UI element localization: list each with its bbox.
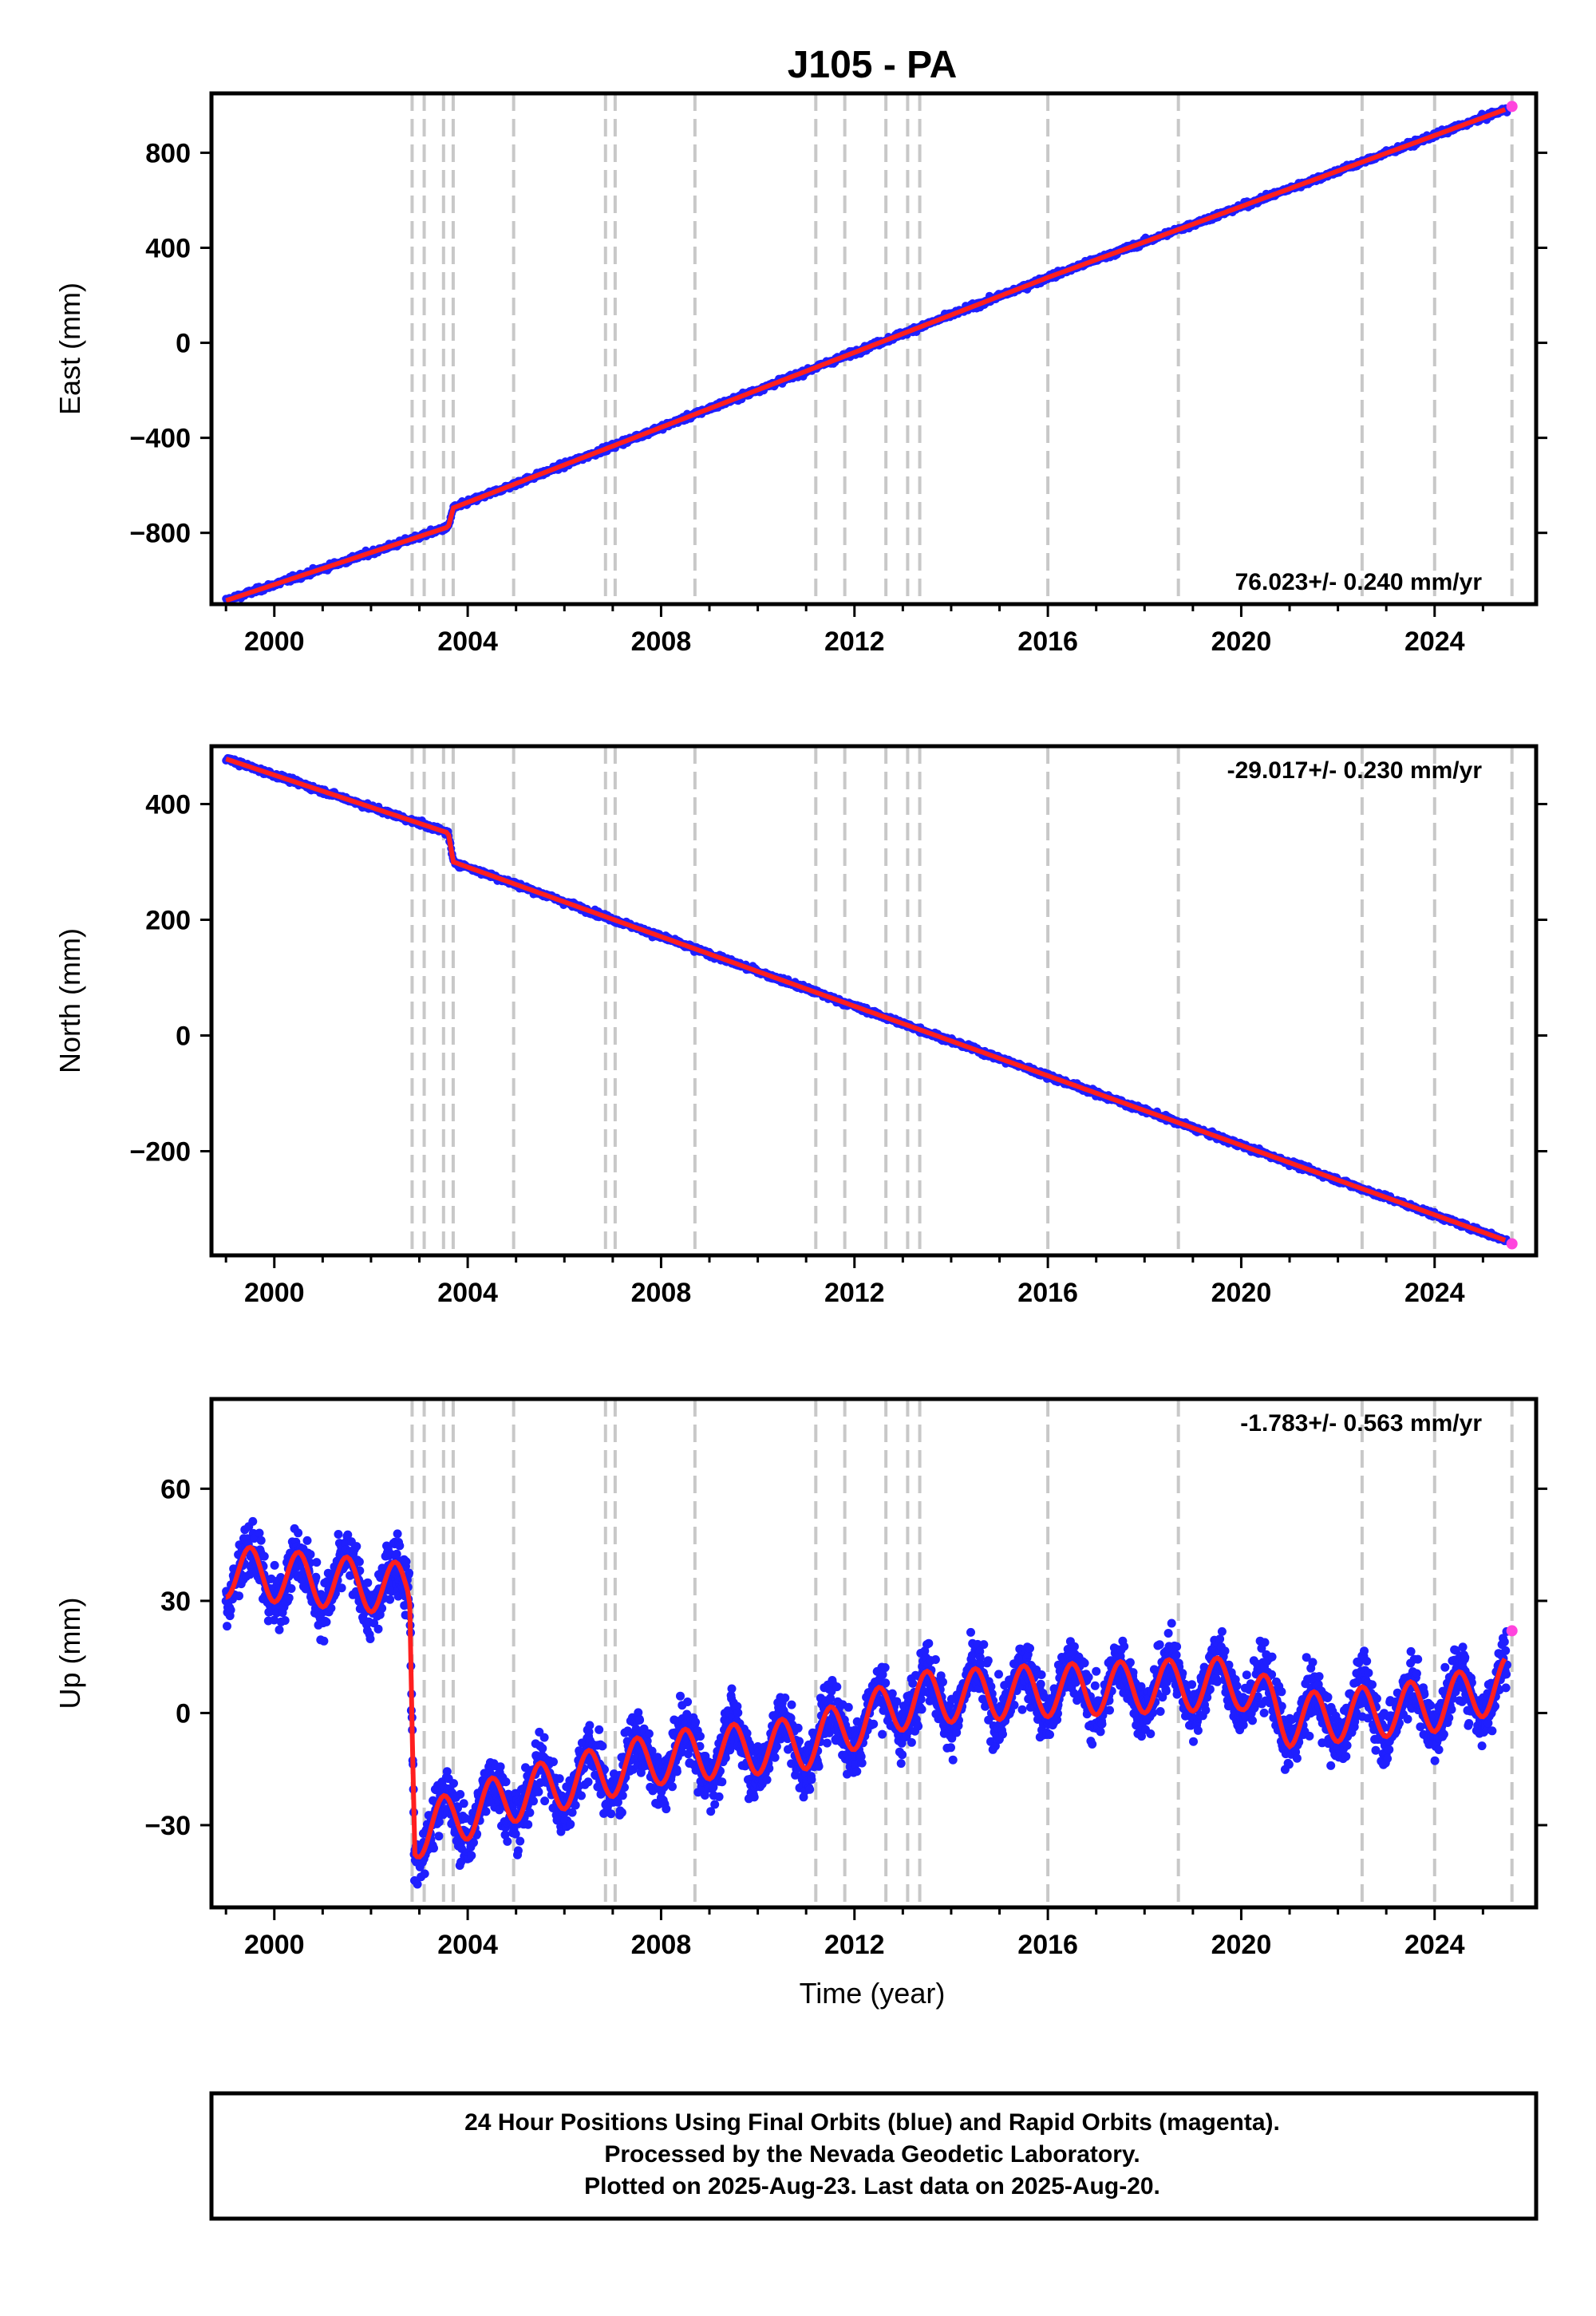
final-point [352,1542,361,1551]
x-tick-label: 2000 [244,626,305,657]
model-line [225,757,1507,1243]
final-point [319,1636,329,1646]
y-tick-label: 400 [145,790,191,820]
final-point [275,1625,284,1634]
final-point [322,1617,331,1626]
final-point [235,1591,243,1601]
final-point [365,1634,375,1643]
x-tick-label: 2016 [1017,1278,1078,1308]
rapid-point [1506,1238,1518,1250]
model-line [225,107,1507,603]
y-tick-label: −800 [129,519,191,549]
x-tick-label: 2004 [437,626,498,657]
final-point [226,1605,235,1614]
x-tick-label: 2020 [1211,626,1272,657]
rate-label: -29.017+/- 0.230 mm/yr [1227,757,1483,784]
x-tick-label: 2008 [631,626,692,657]
y-axis-label: North (mm) [53,928,86,1073]
final-point [270,1615,279,1625]
final-point [223,1622,231,1631]
x-tick-label: 2004 [437,1278,498,1308]
y-tick-label: −400 [129,424,191,454]
x-tick-label: 2008 [631,1278,692,1308]
y-tick-label: 0 [176,329,191,359]
final-point [255,1528,264,1538]
x-tick-label: 2024 [1404,1278,1465,1308]
rapid-point [1506,101,1518,113]
x-tick-label: 2016 [1017,626,1078,657]
plot-frame [209,91,1539,607]
final-point [337,1583,346,1593]
step-lines [410,1399,1514,1907]
final-point [286,1584,296,1593]
x-tick-label: 2012 [824,1278,885,1308]
plot-frame [209,744,1539,1258]
y-tick-label: 200 [145,906,191,936]
final-point [311,1572,321,1582]
east-panel: −800 −400 0 400 800 2000 2004 2008 2012 2016 2020 2… [53,91,1547,657]
x-tick-label: 2012 [824,626,885,657]
step-lines [410,93,1514,604]
final-point [343,1530,353,1539]
y-tick-label: −200 [129,1137,191,1168]
final-point [363,1578,373,1587]
final-point [302,1535,312,1545]
x-tick-label: 2020 [1211,1278,1272,1308]
final-point [334,1530,343,1539]
north-panel: −200 0 200 400 2000 2004 2008 2012 2016 2020 2024 N… [53,744,1547,1308]
x-tick-label: 2024 [1404,626,1465,657]
final-point [326,1603,336,1613]
final-point [346,1571,355,1580]
final-point [284,1593,294,1603]
final-point [354,1557,364,1567]
final-point [248,1516,258,1526]
final-point [256,1535,266,1545]
y-axis-label: East (mm) [53,283,86,415]
final-point [270,1560,279,1570]
y-tick-label: 0 [176,1022,191,1052]
final-point [280,1616,290,1625]
rate-label: 76.023+/- 0.240 mm/yr [1235,569,1483,595]
final-point [259,1551,269,1561]
y-tick-label: 400 [145,233,191,263]
final-point [306,1550,315,1559]
x-tick-label: 2000 [244,1278,305,1308]
final-point [294,1528,303,1538]
y-tick-label: 800 [145,138,191,168]
final-point [312,1558,322,1567]
chart-title: J105 - PA [788,44,958,86]
